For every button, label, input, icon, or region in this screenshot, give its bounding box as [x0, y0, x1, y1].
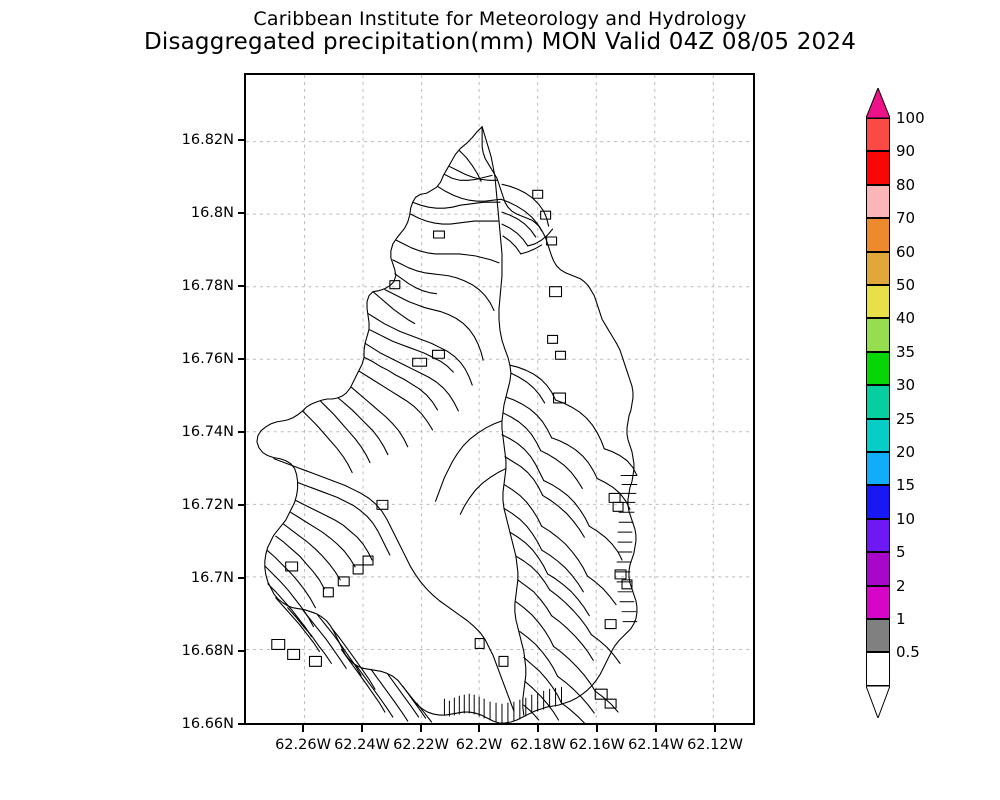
xtick-mark [361, 725, 363, 732]
ytick-mark [238, 358, 245, 360]
colorbar-label-15: 15 [896, 476, 916, 495]
xtick-label-62-16w: 62.16W [569, 737, 625, 753]
colorbar-band-50 [866, 285, 890, 319]
colorbar-band-0-5 [866, 652, 890, 686]
page-title: Caribbean Institute for Meteorology and … [253, 8, 747, 30]
xtick-mark [302, 725, 304, 732]
colorbar-label-40: 40 [896, 309, 916, 328]
colorbar-label-2: 2 [896, 576, 906, 595]
colorbar-label-70: 70 [896, 209, 916, 228]
colorbar-label-1: 1 [896, 610, 906, 628]
xtick-label-62-14w: 62.14W [628, 737, 684, 753]
xtick-mark [420, 725, 422, 732]
page-subtitle: Disaggregated precipitation(mm) MON Vali… [143, 29, 857, 55]
xtick-label-62-2w: 62.2W [455, 737, 503, 753]
colorbar-band-30 [866, 385, 890, 419]
colorbar-band-15 [866, 485, 890, 519]
ytick-mark [238, 139, 245, 141]
colorbar-label-25: 25 [896, 409, 916, 428]
colorbar-label-30: 30 [896, 376, 916, 395]
colorbar-label-60: 60 [896, 242, 916, 261]
xtick-label-62-12w: 62.12W [687, 737, 743, 753]
xtick-mark [655, 725, 657, 732]
colorbar-band-80 [866, 184, 890, 219]
colorbar-label-50: 50 [896, 276, 916, 294]
colorbar-band-90 [866, 151, 890, 185]
ytick-label-16-72n: 16.72N [181, 497, 234, 513]
colorbar-label-90: 90 [896, 142, 916, 161]
colorbar-label-0-5: 0.5 [896, 643, 920, 662]
map-plot-area [244, 73, 755, 725]
colorbar-band-1 [866, 619, 890, 653]
ytick-label-16-68n: 16.68N [181, 643, 234, 659]
gridlines [246, 75, 753, 723]
colorbar-band-20 [866, 452, 890, 486]
ytick-mark [238, 431, 245, 433]
ytick-label-16-66n: 16.66N [181, 716, 234, 732]
ytick-mark [238, 723, 245, 725]
colorbar-band-100 [866, 118, 890, 152]
ytick-label-16-7n: 16.7N [190, 570, 234, 586]
xtick-label-62-24w: 62.24W [334, 737, 390, 753]
colorbar-label-5: 5 [896, 543, 906, 562]
xtick-mark [596, 725, 598, 732]
colorbar-band-70 [866, 218, 890, 252]
colorbar-label-80: 80 [896, 175, 916, 194]
colorbar-band-25 [866, 418, 890, 452]
colorbar-top-arrow [866, 88, 890, 118]
colorbar-band-10 [866, 518, 890, 553]
ytick-mark [238, 577, 245, 579]
xtick-label-62-26w: 62.26W [275, 737, 331, 753]
ytick-label-16-78n: 16.78N [181, 278, 234, 294]
colorbar-label-10: 10 [896, 509, 916, 528]
ytick-label-16-82n: 16.82N [181, 132, 234, 148]
xtick-label-62-22w: 62.22W [393, 737, 449, 753]
colorbar-bottom-arrow [866, 685, 890, 718]
ytick-mark [238, 212, 245, 214]
xtick-mark [478, 725, 480, 732]
ytick-mark [238, 504, 245, 506]
xtick-label-62-18w: 62.18W [510, 737, 566, 753]
ytick-label-16-8n: 16.8N [190, 205, 234, 221]
ytick-label-16-76n: 16.76N [181, 351, 234, 367]
ytick-label-16-74n: 16.74N [181, 424, 234, 440]
precipitation-colorbar [866, 88, 890, 718]
colorbar-label-20: 20 [896, 443, 916, 461]
colorbar-band-35 [866, 351, 890, 386]
ytick-mark [238, 650, 245, 652]
colorbar-band-40 [866, 318, 890, 352]
ytick-mark [238, 285, 245, 287]
xtick-mark [537, 725, 539, 732]
montserrat-watershed-outlines [256, 126, 638, 723]
colorbar-band-5 [866, 552, 890, 586]
xtick-mark [714, 725, 716, 732]
colorbar-band-2 [866, 585, 890, 619]
colorbar-band-60 [866, 251, 890, 285]
colorbar-label-100: 100 [896, 109, 925, 127]
colorbar-label-35: 35 [896, 342, 916, 361]
